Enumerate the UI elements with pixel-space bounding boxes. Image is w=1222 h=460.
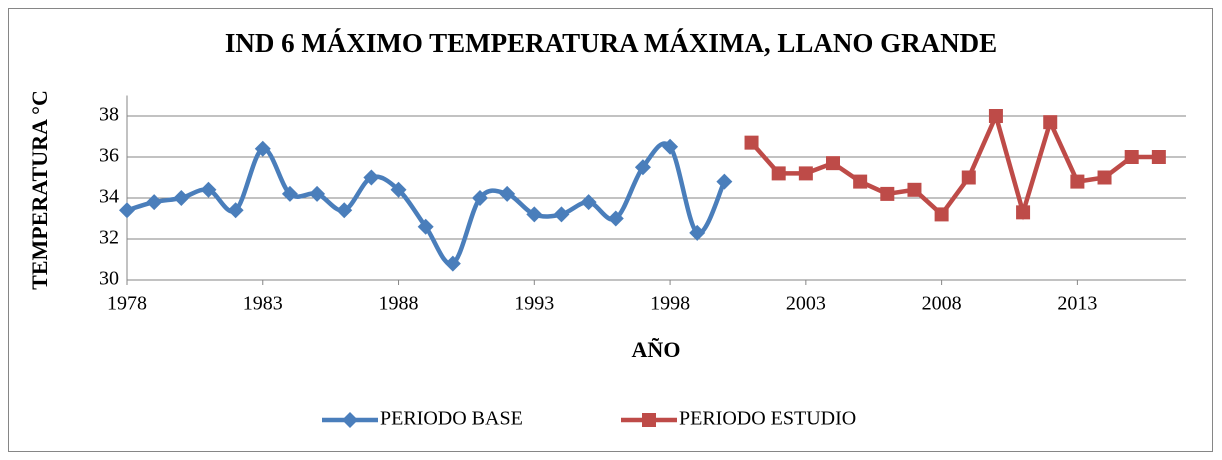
marker bbox=[988, 109, 1003, 123]
series-line bbox=[749, 109, 1159, 221]
marker bbox=[853, 174, 868, 189]
x-axis-label: AÑO bbox=[632, 337, 681, 362]
legend-label: PERIODO BASE bbox=[380, 408, 523, 430]
marker bbox=[744, 135, 759, 150]
marker bbox=[227, 202, 244, 219]
x-tick-label: 2003 bbox=[786, 293, 826, 315]
marker bbox=[771, 166, 786, 181]
marker bbox=[607, 210, 624, 227]
marker bbox=[200, 181, 217, 198]
marker bbox=[961, 170, 976, 185]
marker bbox=[417, 218, 434, 235]
marker bbox=[662, 138, 679, 155]
marker bbox=[1016, 205, 1031, 220]
y-tick-label: 34 bbox=[99, 186, 119, 208]
marker bbox=[1097, 170, 1112, 185]
marker bbox=[342, 412, 358, 428]
legend-label: PERIODO ESTUDIO bbox=[679, 408, 856, 430]
marker bbox=[444, 255, 461, 272]
marker bbox=[472, 190, 488, 206]
marker bbox=[363, 169, 380, 186]
marker bbox=[1043, 115, 1058, 130]
marker bbox=[642, 413, 656, 427]
marker bbox=[281, 185, 298, 202]
y-axis-label: TEMPERATURA °C bbox=[27, 90, 52, 290]
marker bbox=[798, 166, 813, 181]
marker bbox=[634, 159, 651, 176]
marker bbox=[173, 190, 190, 206]
marker bbox=[146, 194, 163, 211]
marker bbox=[499, 185, 516, 202]
x-tick-label: 1978 bbox=[107, 293, 147, 315]
x-tick-label: 2008 bbox=[922, 293, 962, 315]
marker bbox=[716, 173, 733, 190]
marker bbox=[254, 140, 271, 157]
marker bbox=[580, 194, 597, 211]
y-tick-label: 36 bbox=[99, 145, 119, 167]
marker bbox=[826, 156, 840, 171]
chart-title: IND 6 MÁXIMO TEMPERATURA MÁXIMA, LLANO G… bbox=[225, 28, 997, 58]
marker bbox=[907, 182, 922, 197]
x-tick-label: 2013 bbox=[1057, 293, 1097, 315]
x-tick-label: 1998 bbox=[650, 293, 690, 315]
marker bbox=[880, 186, 895, 201]
x-tick-label: 1988 bbox=[379, 293, 419, 315]
marker bbox=[526, 206, 543, 223]
x-tick-label: 1993 bbox=[514, 293, 554, 315]
marker bbox=[1151, 150, 1166, 164]
chart-border bbox=[8, 8, 1213, 452]
marker bbox=[119, 202, 135, 219]
marker bbox=[1070, 174, 1085, 189]
marker bbox=[934, 207, 949, 222]
x-tick-label: 1983 bbox=[243, 293, 283, 315]
marker bbox=[309, 185, 326, 202]
y-tick-label: 32 bbox=[99, 227, 119, 249]
marker bbox=[390, 181, 407, 198]
y-tick-label: 30 bbox=[99, 268, 119, 290]
marker bbox=[689, 224, 706, 241]
marker bbox=[553, 206, 570, 223]
y-tick-label: 38 bbox=[99, 104, 119, 126]
marker bbox=[1124, 150, 1139, 164]
marker bbox=[336, 202, 353, 219]
